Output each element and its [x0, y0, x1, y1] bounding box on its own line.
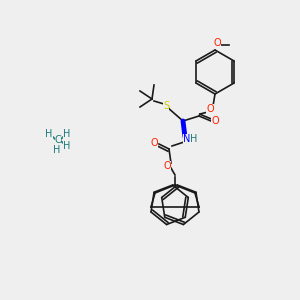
Text: H: H	[190, 134, 198, 144]
Text: C: C	[55, 135, 62, 145]
Text: S: S	[163, 101, 169, 111]
Text: H: H	[63, 141, 71, 151]
Text: H: H	[53, 145, 61, 155]
Text: H: H	[45, 129, 53, 139]
Text: N: N	[183, 134, 191, 144]
Text: O: O	[213, 38, 221, 48]
Text: O: O	[211, 116, 219, 126]
Text: H: H	[63, 129, 71, 139]
Text: O: O	[206, 104, 214, 114]
Text: O: O	[163, 161, 171, 171]
Text: O: O	[150, 138, 158, 148]
